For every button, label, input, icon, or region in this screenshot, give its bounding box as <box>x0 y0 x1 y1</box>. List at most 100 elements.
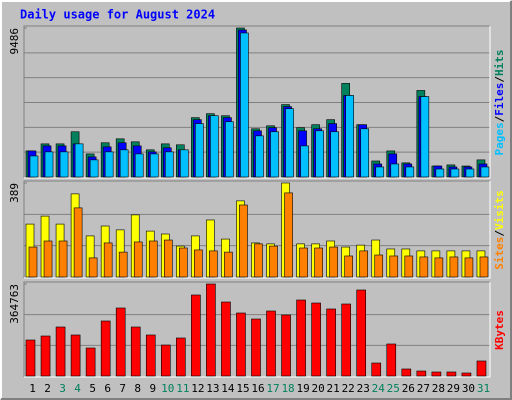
bar <box>311 302 321 377</box>
bar <box>40 335 51 377</box>
chart-title: Daily usage for August 2024 <box>20 8 215 22</box>
bar <box>130 326 141 377</box>
bar <box>74 143 84 178</box>
bar <box>251 318 261 377</box>
plot-border <box>23 25 490 178</box>
bar <box>284 192 293 278</box>
bar <box>118 251 128 278</box>
x-tick-label: 15 <box>236 382 249 395</box>
x-tick-label: 9 <box>149 382 156 395</box>
bar <box>389 255 399 278</box>
bar <box>480 166 490 178</box>
bar <box>164 151 174 178</box>
bar <box>476 360 487 377</box>
bar <box>191 294 201 377</box>
bar <box>419 256 429 278</box>
bar <box>386 343 397 377</box>
x-tick-label: 17 <box>266 382 279 395</box>
bar <box>225 121 234 178</box>
bar <box>281 314 291 377</box>
plot-border <box>24 181 491 279</box>
bar <box>285 108 294 178</box>
bar <box>103 242 113 278</box>
plot-border <box>23 281 490 377</box>
bar <box>59 151 69 178</box>
bar <box>239 204 248 278</box>
bar <box>266 310 276 377</box>
bar <box>416 370 427 377</box>
bar <box>29 155 39 178</box>
bar <box>160 344 171 377</box>
bar <box>194 249 203 278</box>
bar <box>133 241 143 278</box>
bar <box>269 245 278 278</box>
bar <box>134 153 144 178</box>
y-tick-label: 364763 <box>8 284 21 324</box>
x-tick-label: 26 <box>402 382 415 395</box>
plot-border <box>24 26 491 179</box>
x-tick-label: 6 <box>104 382 111 395</box>
x-tick-label: 8 <box>134 382 141 395</box>
bar <box>300 145 309 178</box>
legend-separator: / <box>493 230 506 237</box>
bar <box>315 130 324 178</box>
bar <box>345 95 354 178</box>
bar <box>88 257 98 278</box>
bar <box>149 153 159 178</box>
y-tick-label: 9486 <box>8 28 21 55</box>
bar <box>330 131 339 178</box>
x-tick-label: 11 <box>176 382 189 395</box>
bar <box>255 135 264 178</box>
bar <box>420 96 430 178</box>
bar <box>326 308 336 377</box>
x-tick-label: 28 <box>432 382 445 395</box>
bar <box>100 320 111 377</box>
legend-entry: Sites <box>493 237 506 270</box>
x-tick-label: 16 <box>251 382 264 395</box>
bar <box>449 256 459 278</box>
bar <box>145 334 156 377</box>
bar <box>28 246 38 278</box>
x-tick-label: 5 <box>89 382 96 395</box>
x-tick-label: 1 <box>29 382 36 395</box>
bar <box>374 254 384 278</box>
bar <box>55 326 66 377</box>
bar <box>180 149 189 178</box>
x-tick-label: 31 <box>477 382 490 395</box>
bar <box>221 301 231 377</box>
x-tick-label: 27 <box>417 382 430 395</box>
legend-entry: Pages <box>493 122 506 155</box>
x-tick-label: 10 <box>161 382 174 395</box>
x-tick-label: 23 <box>357 382 370 395</box>
legend-separator: / <box>493 76 506 83</box>
bar <box>329 246 338 278</box>
bar <box>148 240 158 278</box>
bar <box>314 247 323 278</box>
bar <box>176 337 186 377</box>
bar <box>209 250 218 278</box>
bar <box>390 163 400 178</box>
bar <box>405 166 415 178</box>
bar <box>240 32 249 178</box>
bar <box>356 289 367 377</box>
bar <box>163 239 173 278</box>
bar <box>58 240 68 278</box>
bar <box>25 339 36 377</box>
bar <box>89 159 99 178</box>
x-tick-label: 18 <box>281 382 294 395</box>
bar <box>434 257 444 278</box>
x-tick-label: 30 <box>462 382 475 395</box>
bar <box>43 240 53 278</box>
x-tick-label: 22 <box>342 382 355 395</box>
bar <box>464 257 474 278</box>
bar <box>371 362 382 377</box>
x-tick-label: 13 <box>206 382 219 395</box>
bar <box>450 168 460 178</box>
x-tick-label: 19 <box>296 382 309 395</box>
legend: KBytes <box>493 310 506 350</box>
bar <box>479 256 489 278</box>
bar <box>435 168 445 178</box>
bar <box>296 299 306 377</box>
